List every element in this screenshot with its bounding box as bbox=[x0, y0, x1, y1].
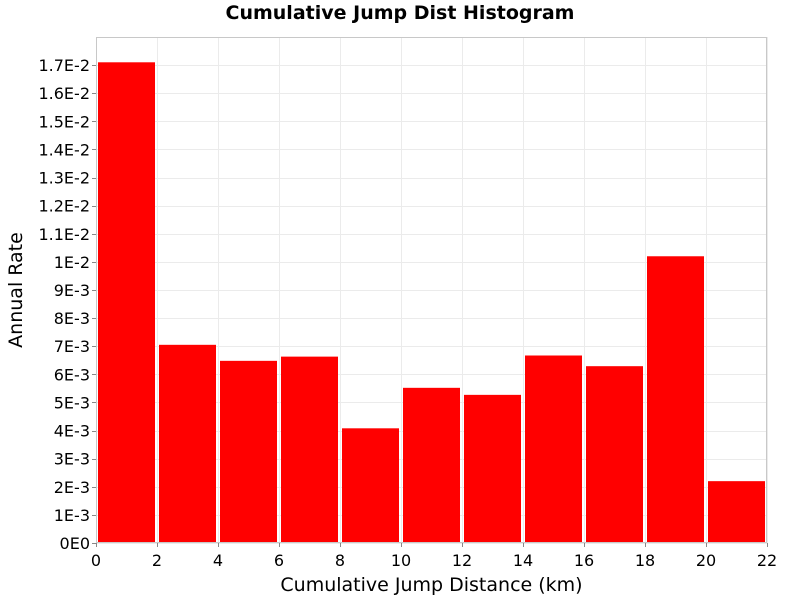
y-tick-label: 1.5E-2 bbox=[38, 112, 90, 131]
y-tick-label: 5E-3 bbox=[54, 393, 90, 412]
histogram-bar bbox=[281, 356, 338, 543]
x-tick-label: 16 bbox=[574, 551, 594, 570]
y-tick-label: 0E0 bbox=[60, 534, 90, 553]
x-tick-label: 8 bbox=[335, 551, 345, 570]
y-tick-label: 6E-3 bbox=[54, 365, 90, 384]
x-axis-label: Cumulative Jump Distance (km) bbox=[280, 574, 582, 596]
plot-border bbox=[96, 37, 767, 543]
chart-title: Cumulative Jump Dist Histogram bbox=[225, 2, 575, 24]
y-tick-label: 1.2E-2 bbox=[38, 197, 90, 216]
histogram-bar bbox=[403, 387, 460, 543]
histogram-bar bbox=[525, 355, 582, 543]
histogram-bar bbox=[159, 344, 216, 543]
y-tick-label: 3E-3 bbox=[54, 450, 90, 469]
y-tick-label: 1.6E-2 bbox=[38, 84, 90, 103]
y-tick-label: 2E-3 bbox=[54, 478, 90, 497]
x-tick-label: 22 bbox=[757, 551, 777, 570]
x-tick-label: 4 bbox=[213, 551, 223, 570]
y-axis-ticks: 0E0 1E-3 2E-3 3E-3 4E-3 5E-3 6E-3 7E-3 8E-3 9E-3 1… bbox=[38, 56, 96, 553]
y-tick-label: 4E-3 bbox=[54, 422, 90, 441]
x-tick-label: 20 bbox=[696, 551, 716, 570]
histogram-bar bbox=[708, 481, 765, 543]
y-tick-label: 1E-2 bbox=[54, 253, 90, 272]
histogram-bar bbox=[464, 394, 521, 543]
y-tick-label: 7E-3 bbox=[54, 337, 90, 356]
y-tick-label: 1.7E-2 bbox=[38, 56, 90, 75]
x-tick-label: 12 bbox=[452, 551, 472, 570]
x-tick-label: 0 bbox=[91, 551, 101, 570]
y-tick-label: 8E-3 bbox=[54, 309, 90, 328]
y-axis-label: Annual Rate bbox=[5, 232, 27, 348]
y-tick-label: 1.4E-2 bbox=[38, 140, 90, 159]
x-tick-label: 10 bbox=[391, 551, 411, 570]
x-axis-ticks: 0 2 4 6 8 10 12 14 16 18 20 22 bbox=[91, 543, 777, 570]
y-tick-label: 1.3E-2 bbox=[38, 169, 90, 188]
x-tick-label: 18 bbox=[635, 551, 655, 570]
x-tick-label: 14 bbox=[513, 551, 533, 570]
x-tick-label: 6 bbox=[274, 551, 284, 570]
x-tick-label: 2 bbox=[152, 551, 162, 570]
bars bbox=[98, 62, 765, 544]
y-tick-label: 1.1E-2 bbox=[38, 225, 90, 244]
histogram-bar bbox=[586, 366, 643, 543]
histogram-bar bbox=[98, 62, 155, 544]
y-tick-label: 1E-3 bbox=[54, 506, 90, 525]
histogram-bar bbox=[342, 428, 399, 543]
y-tick-label: 9E-3 bbox=[54, 281, 90, 300]
histogram-bar bbox=[647, 256, 704, 543]
histogram-bar bbox=[220, 360, 277, 543]
